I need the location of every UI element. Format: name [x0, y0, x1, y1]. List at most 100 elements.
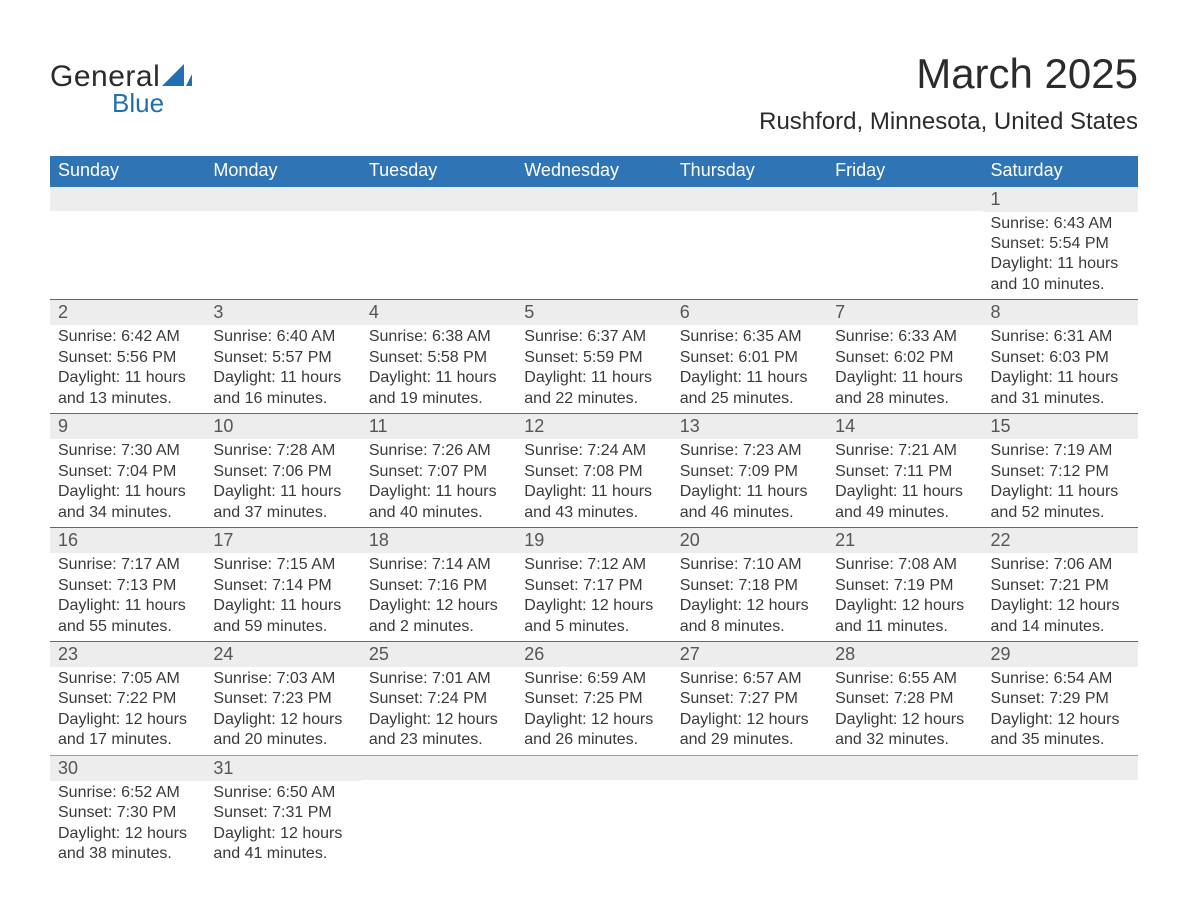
- day-body: Sunrise: 7:08 AMSunset: 7:19 PMDaylight:…: [827, 553, 982, 641]
- title-block: March 2025 Rushford, Minnesota, United S…: [759, 50, 1138, 148]
- daylight-line-1: Daylight: 11 hours: [369, 482, 508, 502]
- day-body: Sunrise: 6:31 AMSunset: 6:03 PMDaylight:…: [983, 325, 1138, 413]
- day-body: [983, 780, 1138, 858]
- calendar-cell: 29Sunrise: 6:54 AMSunset: 7:29 PMDayligh…: [983, 642, 1138, 756]
- day-number-bar: 17: [205, 528, 360, 553]
- day-body: Sunrise: 6:40 AMSunset: 5:57 PMDaylight:…: [205, 325, 360, 413]
- calendar-cell: 9Sunrise: 7:30 AMSunset: 7:04 PMDaylight…: [50, 414, 205, 528]
- day-number-bar: 15: [983, 414, 1138, 439]
- sunrise-line: Sunrise: 6:50 AM: [213, 783, 352, 803]
- sunrise-line: Sunrise: 7:23 AM: [680, 441, 819, 461]
- daylight-line-2: and 43 minutes.: [524, 503, 663, 523]
- calendar-cell: 23Sunrise: 7:05 AMSunset: 7:22 PMDayligh…: [50, 642, 205, 756]
- calendar-cell: 24Sunrise: 7:03 AMSunset: 7:23 PMDayligh…: [205, 642, 360, 756]
- day-body: Sunrise: 6:54 AMSunset: 7:29 PMDaylight:…: [983, 667, 1138, 755]
- day-body: Sunrise: 6:59 AMSunset: 7:25 PMDaylight:…: [516, 667, 671, 755]
- calendar-cell: 10Sunrise: 7:28 AMSunset: 7:06 PMDayligh…: [205, 414, 360, 528]
- day-number-bar: 19: [516, 528, 671, 553]
- calendar-cell: 13Sunrise: 7:23 AMSunset: 7:09 PMDayligh…: [672, 414, 827, 528]
- sunset-line: Sunset: 7:18 PM: [680, 576, 819, 596]
- calendar-cell: 27Sunrise: 6:57 AMSunset: 7:27 PMDayligh…: [672, 642, 827, 756]
- calendar-cell: 31Sunrise: 6:50 AMSunset: 7:31 PMDayligh…: [205, 755, 360, 868]
- day-body: Sunrise: 6:55 AMSunset: 7:28 PMDaylight:…: [827, 667, 982, 755]
- day-number-bar: [361, 756, 516, 780]
- calendar-cell: 12Sunrise: 7:24 AMSunset: 7:08 PMDayligh…: [516, 414, 671, 528]
- day-number-bar: 18: [361, 528, 516, 553]
- calendar-cell: 30Sunrise: 6:52 AMSunset: 7:30 PMDayligh…: [50, 755, 205, 868]
- sunset-line: Sunset: 5:56 PM: [58, 348, 197, 368]
- daylight-line-1: Daylight: 12 hours: [524, 596, 663, 616]
- daylight-line-1: Daylight: 11 hours: [524, 368, 663, 388]
- sunset-line: Sunset: 7:25 PM: [524, 689, 663, 709]
- month-title: March 2025: [759, 50, 1138, 98]
- sunrise-line: Sunrise: 7:05 AM: [58, 669, 197, 689]
- daylight-line-1: Daylight: 11 hours: [680, 482, 819, 502]
- daylight-line-2: and 13 minutes.: [58, 389, 197, 409]
- sunset-line: Sunset: 5:57 PM: [213, 348, 352, 368]
- calendar-cell: 25Sunrise: 7:01 AMSunset: 7:24 PMDayligh…: [361, 642, 516, 756]
- daylight-line-2: and 11 minutes.: [835, 617, 974, 637]
- daylight-line-1: Daylight: 11 hours: [991, 482, 1130, 502]
- day-number-bar: 21: [827, 528, 982, 553]
- day-body: Sunrise: 7:21 AMSunset: 7:11 PMDaylight:…: [827, 439, 982, 527]
- sunset-line: Sunset: 6:01 PM: [680, 348, 819, 368]
- daylight-line-2: and 2 minutes.: [369, 617, 508, 637]
- daylight-line-1: Daylight: 12 hours: [524, 710, 663, 730]
- day-number-bar: [827, 756, 982, 780]
- daylight-line-2: and 35 minutes.: [991, 730, 1130, 750]
- daylight-line-2: and 41 minutes.: [213, 844, 352, 864]
- sunset-line: Sunset: 7:29 PM: [991, 689, 1130, 709]
- day-number-bar: 22: [983, 528, 1138, 553]
- daylight-line-2: and 14 minutes.: [991, 617, 1130, 637]
- sunset-line: Sunset: 7:08 PM: [524, 462, 663, 482]
- day-body: Sunrise: 6:57 AMSunset: 7:27 PMDaylight:…: [672, 667, 827, 755]
- daylight-line-1: Daylight: 11 hours: [58, 482, 197, 502]
- daylight-line-2: and 31 minutes.: [991, 389, 1130, 409]
- day-number-bar: 28: [827, 642, 982, 667]
- day-number-bar: 2: [50, 300, 205, 325]
- day-body: [516, 780, 671, 858]
- sunset-line: Sunset: 7:28 PM: [835, 689, 974, 709]
- daylight-line-2: and 40 minutes.: [369, 503, 508, 523]
- sunrise-line: Sunrise: 7:12 AM: [524, 555, 663, 575]
- daylight-line-1: Daylight: 12 hours: [680, 596, 819, 616]
- sunset-line: Sunset: 5:54 PM: [991, 234, 1130, 254]
- sunrise-line: Sunrise: 7:14 AM: [369, 555, 508, 575]
- day-body: Sunrise: 6:43 AMSunset: 5:54 PMDaylight:…: [983, 212, 1138, 300]
- daylight-line-2: and 22 minutes.: [524, 389, 663, 409]
- daylight-line-2: and 23 minutes.: [369, 730, 508, 750]
- calendar-header-row: Sunday Monday Tuesday Wednesday Thursday…: [50, 156, 1138, 186]
- day-body: [672, 780, 827, 858]
- sunset-line: Sunset: 6:02 PM: [835, 348, 974, 368]
- calendar-cell: 6Sunrise: 6:35 AMSunset: 6:01 PMDaylight…: [672, 300, 827, 414]
- daylight-line-1: Daylight: 11 hours: [524, 482, 663, 502]
- sunrise-line: Sunrise: 6:31 AM: [991, 327, 1130, 347]
- calendar-week-row: 16Sunrise: 7:17 AMSunset: 7:13 PMDayligh…: [50, 528, 1138, 642]
- sunset-line: Sunset: 7:12 PM: [991, 462, 1130, 482]
- sunrise-line: Sunrise: 6:42 AM: [58, 327, 197, 347]
- daylight-line-2: and 59 minutes.: [213, 617, 352, 637]
- daylight-line-1: Daylight: 12 hours: [58, 710, 197, 730]
- day-body: Sunrise: 6:37 AMSunset: 5:59 PMDaylight:…: [516, 325, 671, 413]
- day-body: Sunrise: 7:30 AMSunset: 7:04 PMDaylight:…: [50, 439, 205, 527]
- day-number-bar: [361, 187, 516, 211]
- daylight-line-2: and 19 minutes.: [369, 389, 508, 409]
- sunset-line: Sunset: 7:06 PM: [213, 462, 352, 482]
- sunrise-line: Sunrise: 6:52 AM: [58, 783, 197, 803]
- day-body: Sunrise: 7:14 AMSunset: 7:16 PMDaylight:…: [361, 553, 516, 641]
- daylight-line-2: and 16 minutes.: [213, 389, 352, 409]
- sunset-line: Sunset: 7:22 PM: [58, 689, 197, 709]
- daylight-line-1: Daylight: 11 hours: [835, 368, 974, 388]
- daylight-line-2: and 38 minutes.: [58, 844, 197, 864]
- calendar-cell: [827, 755, 982, 868]
- daylight-line-2: and 5 minutes.: [524, 617, 663, 637]
- daylight-line-1: Daylight: 11 hours: [369, 368, 508, 388]
- day-body: Sunrise: 7:17 AMSunset: 7:13 PMDaylight:…: [50, 553, 205, 641]
- day-header: Thursday: [672, 156, 827, 186]
- calendar-week-row: 9Sunrise: 7:30 AMSunset: 7:04 PMDaylight…: [50, 414, 1138, 528]
- location: Rushford, Minnesota, United States: [759, 108, 1138, 136]
- day-number-bar: 1: [983, 187, 1138, 212]
- sunrise-line: Sunrise: 7:08 AM: [835, 555, 974, 575]
- day-header: Friday: [827, 156, 982, 186]
- logo: General Blue: [50, 50, 192, 119]
